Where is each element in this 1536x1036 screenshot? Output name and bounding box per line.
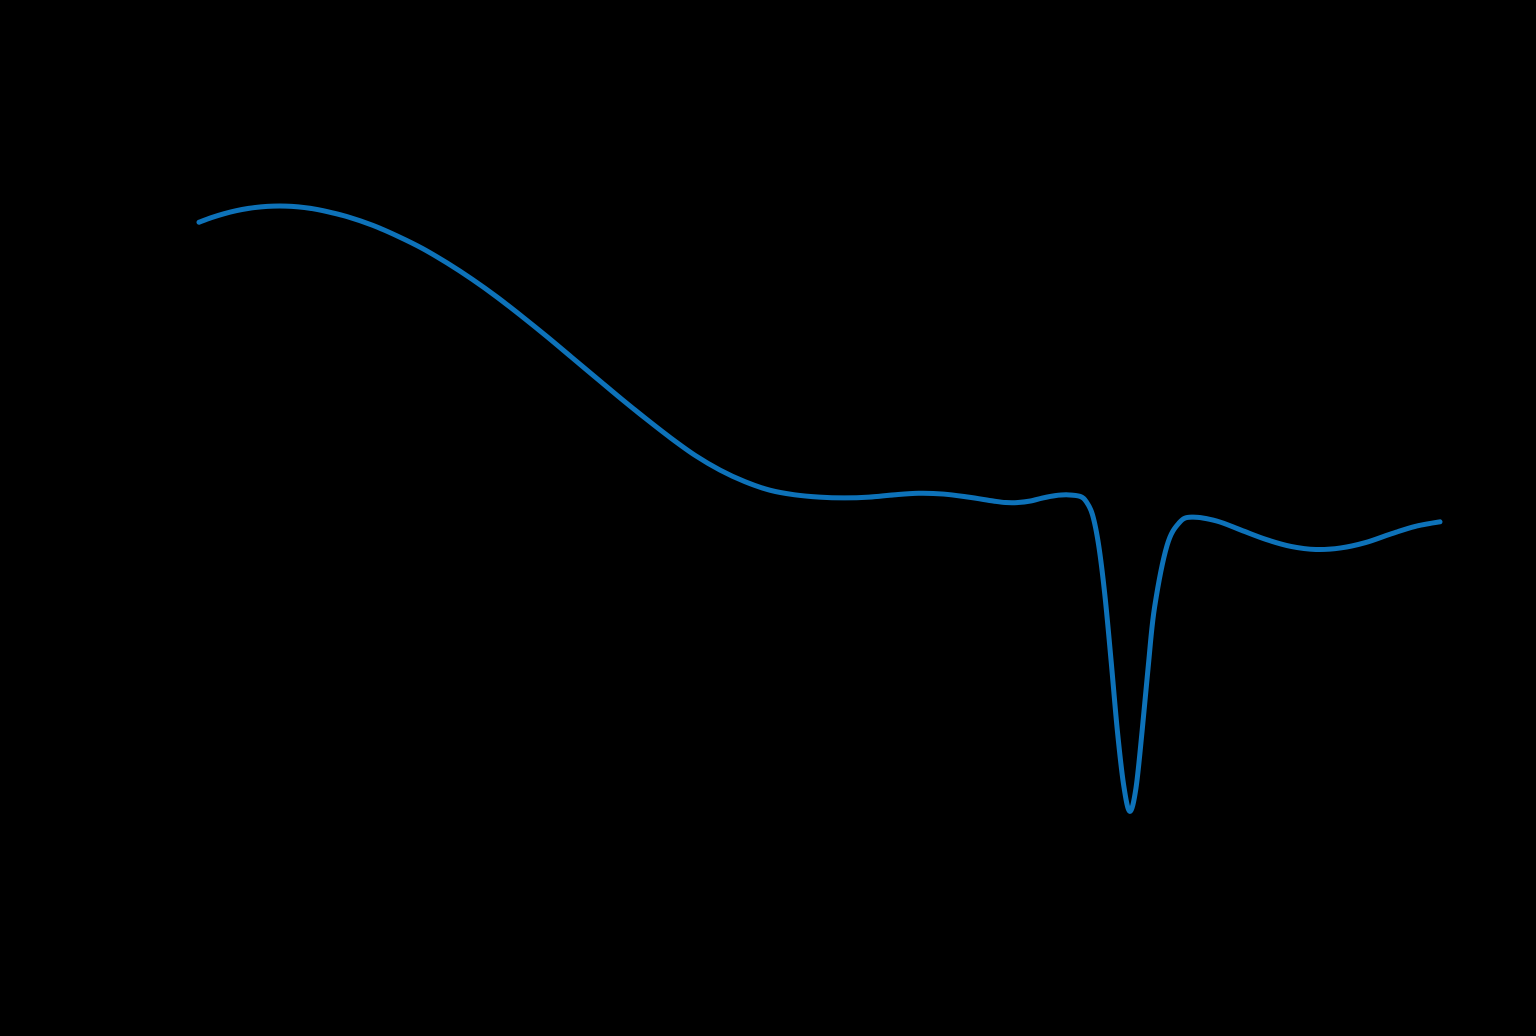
line-series-1 [196,203,1443,814]
series-group [196,203,1443,814]
